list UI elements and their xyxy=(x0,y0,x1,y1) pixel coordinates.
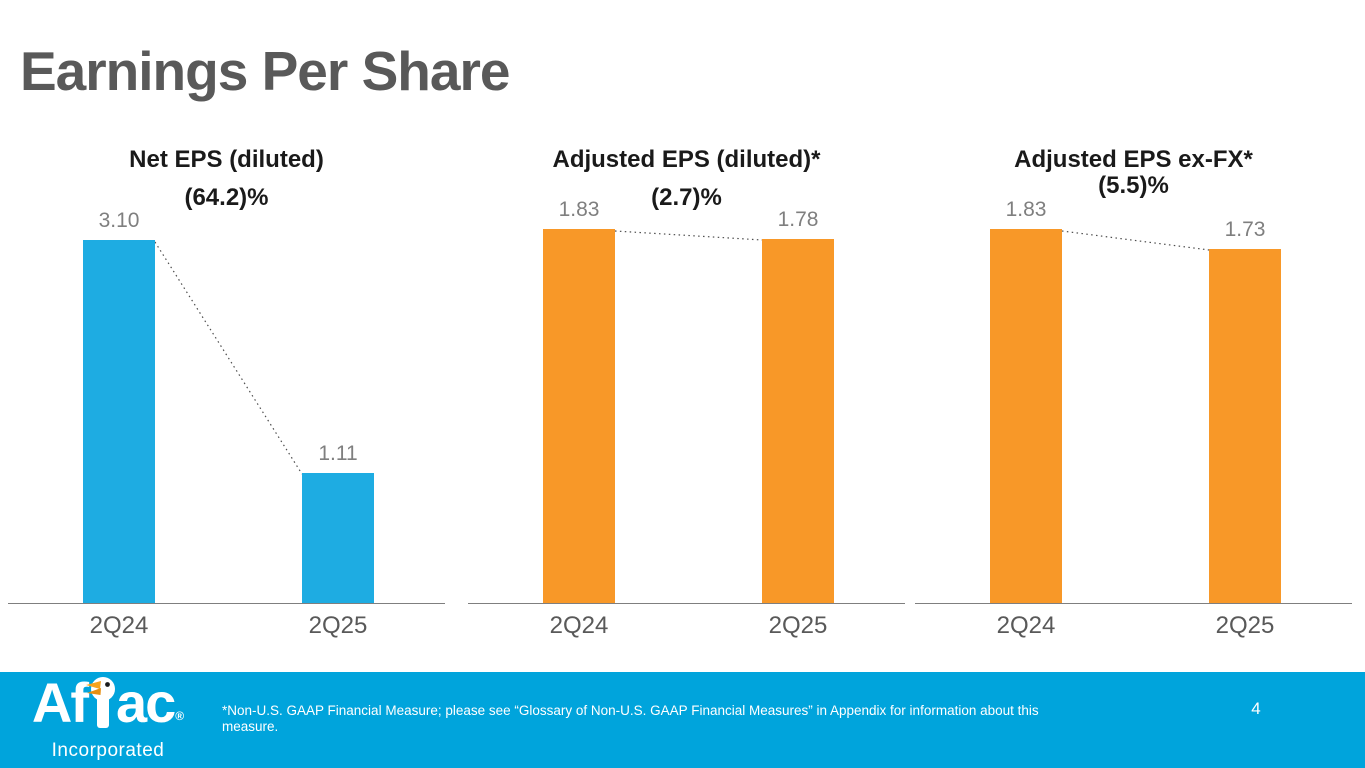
chart-change-label: (64.2)% xyxy=(184,184,269,211)
bar-2Q24 xyxy=(543,229,615,603)
gaap-footnote: *Non-U.S. GAAP Financial Measure; please… xyxy=(222,703,1039,734)
bar-2Q25 xyxy=(762,239,834,603)
category-label: 2Q24 xyxy=(996,612,1056,639)
trend-connector xyxy=(614,230,763,241)
value-label: 1.11 xyxy=(318,442,358,465)
category-label: 2Q25 xyxy=(768,612,828,639)
chart-net-eps-diluted: Net EPS (diluted) (64.2)% 3.10 1.11 2Q24 2… xyxy=(8,140,445,652)
chart-adjusted-eps-diluted: Adjusted EPS (diluted)* (2.7)% 1.83 1.78 … xyxy=(468,140,905,652)
category-label: 2Q24 xyxy=(549,612,609,639)
chart-title: Adjusted EPS ex-FX* xyxy=(1014,146,1253,173)
value-label: 1.83 xyxy=(1005,198,1047,221)
chart-title: Adjusted EPS (diluted)* xyxy=(552,146,821,173)
aflac-logo: Af ac® Incorporated xyxy=(28,674,188,761)
category-label: 2Q24 xyxy=(89,612,149,639)
trend-connector xyxy=(1061,230,1210,251)
category-axis: 2Q24 2Q25 xyxy=(8,610,445,650)
chart-change-label: (2.7)% xyxy=(651,184,722,211)
value-label: 1.73 xyxy=(1224,218,1266,241)
value-label: 1.78 xyxy=(777,208,819,231)
value-label: 3.10 xyxy=(98,209,140,232)
bar-2Q24 xyxy=(990,229,1062,603)
chart-change-label: (5.5)% xyxy=(1098,172,1169,199)
footer-bar: Af ac® Incorporated *Non-U.S. GAAP Finan… xyxy=(0,672,1365,768)
slide-title: Earnings Per Share xyxy=(20,40,510,102)
registered-trademark: ® xyxy=(175,709,185,723)
logo-subtitle: Incorporated xyxy=(51,740,165,761)
value-label: 1.83 xyxy=(558,198,600,221)
chart-title: Net EPS (diluted) xyxy=(129,146,324,173)
chart-adjusted-eps-ex-fx: Adjusted EPS ex-FX* (5.5)% 1.83 1.73 2Q24… xyxy=(915,140,1352,652)
plot-area: 1.83 1.73 xyxy=(915,140,1352,604)
bar-2Q25 xyxy=(302,473,374,603)
plot-area: 3.10 1.11 xyxy=(8,140,445,604)
plot-area: 1.83 1.78 xyxy=(468,140,905,604)
bar-2Q25 xyxy=(1209,249,1281,603)
category-axis: 2Q24 2Q25 xyxy=(915,610,1352,650)
category-label: 2Q25 xyxy=(308,612,368,639)
trend-connector xyxy=(154,241,303,475)
wordmark-prefix: Af xyxy=(31,671,89,734)
category-axis: 2Q24 2Q25 xyxy=(468,610,905,650)
wordmark-suffix: ac xyxy=(115,671,176,734)
aflac-duck-icon xyxy=(85,676,119,738)
aflac-wordmark: Af ac® xyxy=(28,674,188,745)
page-number: 4 xyxy=(1251,699,1261,718)
bar-2Q24 xyxy=(83,240,155,603)
category-label: 2Q25 xyxy=(1215,612,1275,639)
